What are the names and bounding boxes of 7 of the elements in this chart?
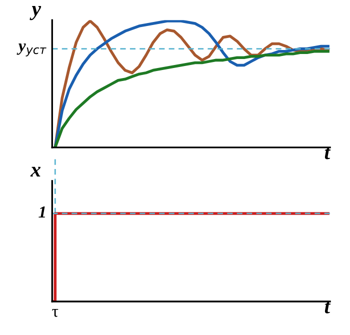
y-axis-title: y [30, 6, 42, 20]
y-axis-title: x [30, 166, 41, 176]
text: τ [52, 309, 58, 317]
ref-line-label: 1 [38, 206, 45, 218]
x-axis-title: t [324, 301, 331, 314]
x-axis-title: t [324, 147, 331, 160]
ref-line-label: y$_{уст}$ [16, 44, 46, 56]
